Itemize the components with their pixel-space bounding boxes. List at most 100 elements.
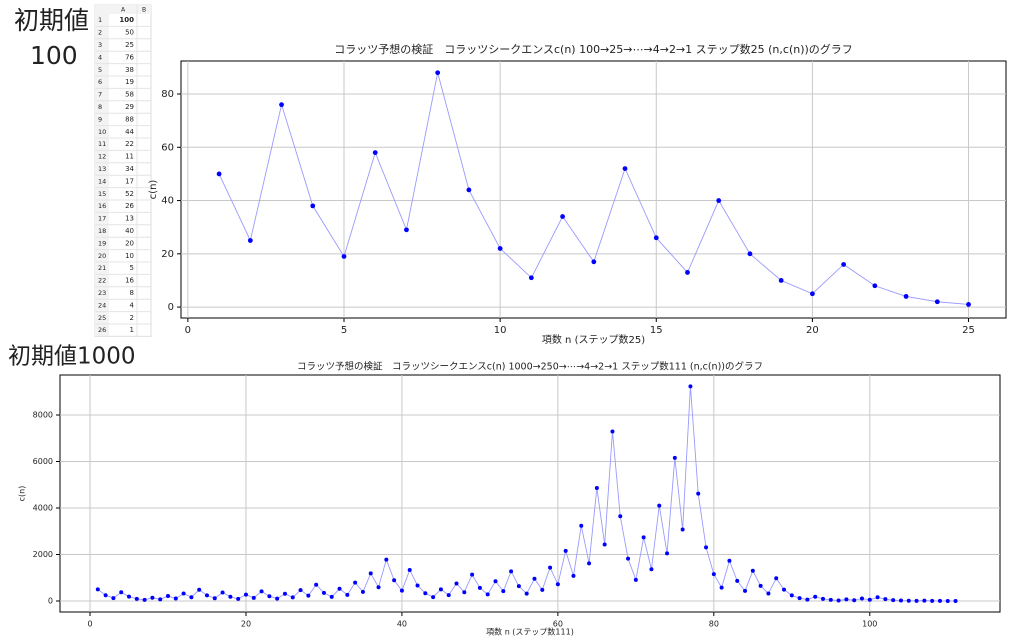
row-number: 4 — [98, 53, 102, 61]
data-point — [384, 557, 389, 562]
data-point — [836, 598, 841, 603]
data-point — [579, 523, 584, 528]
data-point — [360, 589, 365, 594]
x-tick-label: 60 — [553, 620, 563, 629]
cell-value: 26 — [125, 202, 134, 210]
y-tick-label: 60 — [161, 142, 174, 153]
data-point — [789, 593, 794, 598]
data-point — [353, 580, 358, 585]
data-point — [501, 589, 506, 594]
data-point — [415, 583, 420, 588]
data-point — [134, 596, 139, 601]
row-number: 14 — [98, 177, 106, 185]
data-point — [555, 582, 560, 587]
data-point — [571, 573, 576, 578]
data-point — [610, 429, 615, 434]
cell-value: 29 — [125, 103, 134, 111]
column-header: A — [121, 7, 126, 14]
x-tick-label: 10 — [494, 325, 507, 336]
data-point — [758, 583, 763, 588]
data-point — [657, 503, 662, 508]
data-point — [111, 596, 116, 601]
row-number: 25 — [98, 314, 106, 322]
row-number: 6 — [98, 78, 102, 86]
row-number: 21 — [98, 264, 106, 272]
cell-value: 76 — [125, 53, 134, 61]
cell-value: 50 — [125, 29, 134, 37]
data-point — [685, 270, 690, 275]
cell-value: 16 — [125, 277, 134, 285]
row-number: 16 — [98, 202, 106, 210]
data-point — [392, 578, 397, 583]
data-point — [591, 259, 597, 265]
data-point — [337, 586, 342, 591]
cell-value: 13 — [125, 215, 134, 223]
y-tick-label: 6000 — [33, 457, 53, 466]
data-point — [859, 596, 864, 601]
data-point — [875, 595, 880, 600]
data-point — [747, 251, 753, 257]
data-point — [719, 585, 724, 590]
data-point — [399, 588, 404, 593]
data-point — [903, 294, 909, 299]
y-tick-label: 4000 — [33, 503, 53, 512]
y-tick-label: 20 — [161, 249, 174, 260]
data-point — [470, 572, 475, 577]
cell-value: 100 — [119, 16, 134, 24]
data-point — [446, 593, 451, 598]
data-point — [298, 588, 303, 593]
data-point — [95, 587, 100, 592]
row-number: 12 — [98, 153, 106, 161]
row-number: 3 — [98, 41, 102, 49]
y-tick-label: 0 — [168, 302, 174, 313]
row-number: 17 — [98, 215, 106, 223]
chart-title: コラッツ予想の検証 コラッツシークエンスc(n) 100→25→⋯→4→2→1 … — [334, 42, 853, 56]
data-point — [173, 596, 178, 601]
data-point — [404, 227, 409, 233]
x-tick-label: 0 — [87, 620, 92, 629]
data-point — [282, 591, 287, 596]
data-point — [937, 598, 942, 603]
row-number: 26 — [98, 326, 106, 334]
cell-value: 38 — [125, 66, 134, 74]
data-point — [852, 598, 857, 603]
data-point — [306, 593, 311, 598]
data-point — [466, 187, 472, 193]
data-point — [228, 594, 233, 599]
data-point — [750, 568, 755, 573]
data-point — [820, 596, 825, 601]
cell-value: 58 — [125, 91, 134, 99]
y-tick-label: 40 — [161, 196, 174, 207]
data-point — [774, 576, 779, 581]
cell-value: 17 — [125, 177, 134, 185]
row-number: 2 — [98, 29, 102, 37]
y-axis-label: c(n) — [148, 180, 159, 200]
data-point — [930, 598, 935, 603]
row-number: 20 — [98, 252, 106, 260]
cell-value: 8 — [130, 289, 134, 297]
data-point — [158, 597, 163, 602]
cell-value: 44 — [125, 128, 134, 136]
row-number: 5 — [98, 66, 102, 74]
data-point — [509, 569, 514, 574]
cell-value: 52 — [125, 190, 134, 198]
row-number: 22 — [98, 277, 106, 285]
plot-area — [59, 374, 1001, 613]
data-point — [243, 592, 248, 597]
cell-value: 2 — [130, 314, 134, 322]
x-axis-label: 項数 n (ステップ数111) — [486, 627, 574, 637]
x-tick-label: 100 — [862, 620, 877, 629]
data-point — [497, 246, 503, 251]
cell-value: 40 — [125, 227, 134, 235]
data-point — [212, 596, 217, 601]
data-point — [898, 598, 903, 603]
data-point — [934, 299, 940, 305]
initial-value: 100 — [30, 41, 78, 70]
data-point — [828, 597, 833, 602]
data-point — [423, 591, 428, 596]
data-point — [563, 548, 568, 553]
data-point — [680, 527, 685, 532]
data-point — [540, 587, 545, 592]
header-bg — [95, 5, 151, 14]
